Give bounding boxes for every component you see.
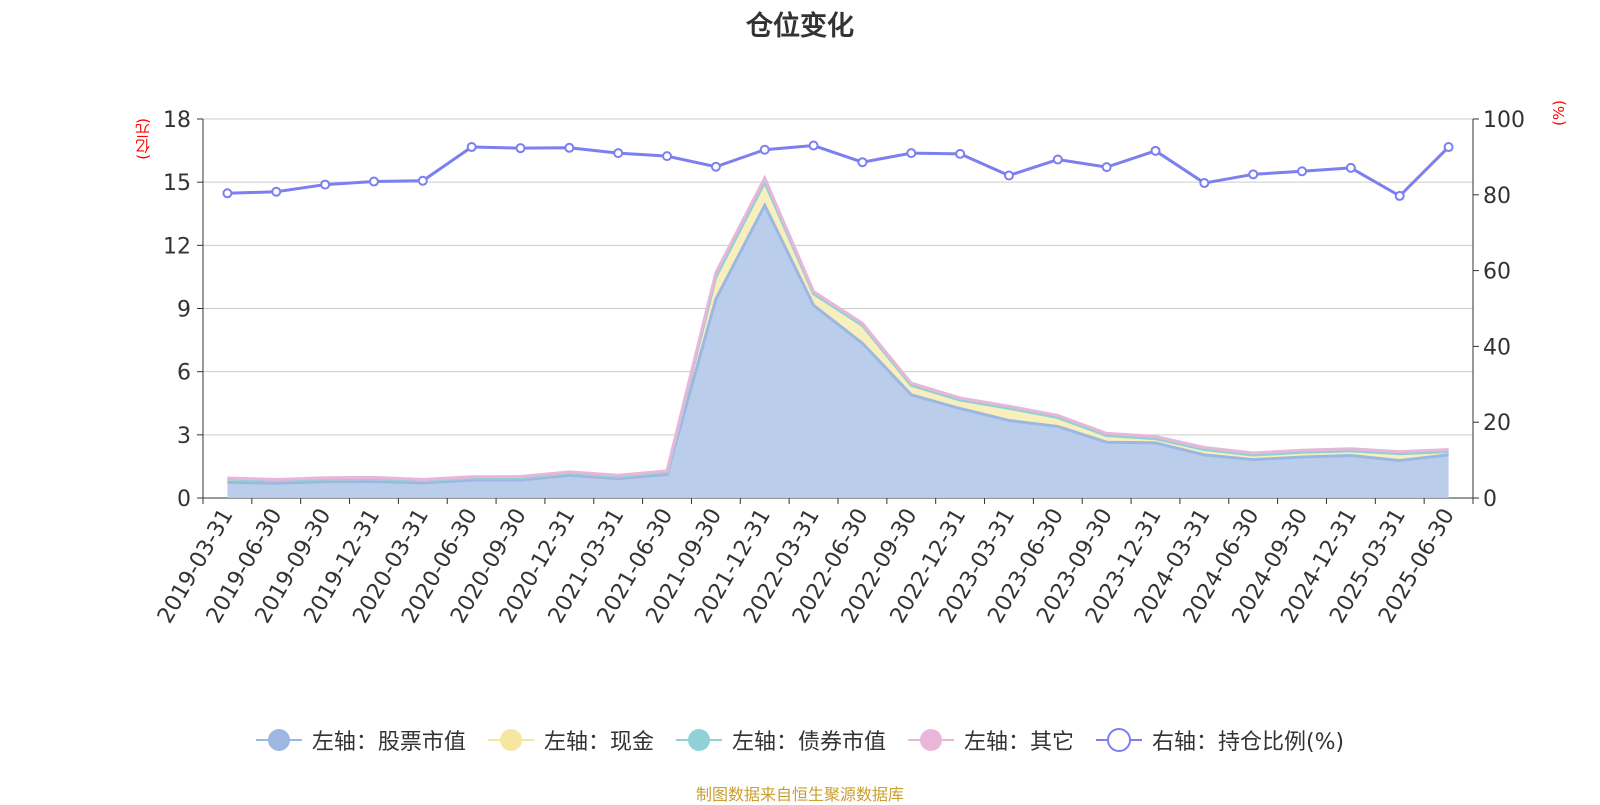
ratio-point bbox=[613, 148, 624, 159]
right-tick-label: 20 bbox=[1483, 411, 1511, 436]
legend-label: 左轴：其它 bbox=[963, 730, 1074, 755]
area-左轴：现金 bbox=[227, 182, 1449, 484]
ratio-point bbox=[857, 157, 868, 168]
legend-label: 右轴：持仓比例(%) bbox=[1151, 730, 1345, 755]
left-tick-label: 0 bbox=[177, 487, 191, 512]
right-tick-label: 60 bbox=[1483, 260, 1511, 285]
legend-item[interactable]: 左轴：股票市值 bbox=[255, 724, 466, 756]
ratio-point bbox=[271, 186, 282, 197]
source-note: 制图数据来自恒生聚源数据库 bbox=[695, 785, 904, 804]
ratio-point bbox=[417, 175, 428, 186]
left-tick-label: 3 bbox=[177, 424, 191, 449]
legend-label: 左轴：现金 bbox=[543, 730, 654, 755]
right-tick-label: 40 bbox=[1483, 335, 1511, 360]
ratio-point bbox=[368, 176, 379, 187]
chart-title: 仓位变化 bbox=[746, 11, 854, 42]
ratio-point bbox=[1150, 145, 1161, 156]
ratio-point bbox=[1443, 142, 1454, 153]
ratio-point bbox=[320, 179, 331, 190]
ratio-point bbox=[466, 142, 477, 153]
legend-swatch-icon bbox=[907, 729, 954, 751]
legend-label: 左轴：股票市值 bbox=[311, 730, 466, 755]
ratio-point bbox=[662, 151, 673, 162]
ratio-point bbox=[222, 188, 233, 199]
ratio-point bbox=[1345, 162, 1356, 173]
legend-swatch-icon bbox=[675, 729, 722, 751]
ratio-point bbox=[955, 148, 966, 159]
ratio-point bbox=[1052, 154, 1063, 165]
legend-swatch-icon bbox=[255, 729, 302, 751]
legend: 左轴：股票市值 左轴：现金 左轴：债券市值 左轴：其它 右轴：持仓比例(%) bbox=[0, 724, 1600, 756]
ratio-point bbox=[710, 161, 721, 172]
ratio-point bbox=[1394, 190, 1405, 201]
legend-item[interactable]: 左轴：其它 bbox=[907, 724, 1074, 756]
ratio-point bbox=[1101, 162, 1112, 173]
ratio-point bbox=[759, 144, 770, 155]
ratio-point bbox=[1199, 178, 1210, 189]
area-line-左轴：股票市值 bbox=[227, 201, 1449, 485]
left-tick-label: 9 bbox=[177, 298, 191, 323]
legend-label: 左轴：债券市值 bbox=[731, 730, 886, 755]
right-tick-label: 0 bbox=[1483, 487, 1497, 512]
legend-swatch-icon bbox=[487, 729, 534, 751]
area-左轴：股票市值 bbox=[227, 205, 1449, 499]
left-tick-label: 18 bbox=[163, 108, 191, 133]
legend-swatch-icon bbox=[1095, 728, 1142, 752]
ratio-point bbox=[1248, 169, 1259, 180]
left-tick-label: 12 bbox=[163, 234, 191, 259]
ratio-point bbox=[808, 140, 819, 151]
legend-item[interactable]: 左轴：债券市值 bbox=[675, 724, 886, 756]
legend-item[interactable]: 左轴：现金 bbox=[487, 724, 654, 756]
right-tick-label: 100 bbox=[1483, 108, 1525, 133]
ratio-point bbox=[515, 143, 526, 154]
ratio-point bbox=[564, 142, 575, 153]
right-tick-label: 80 bbox=[1483, 184, 1511, 209]
ratio-point bbox=[1003, 170, 1014, 181]
legend-item[interactable]: 右轴：持仓比例(%) bbox=[1095, 724, 1345, 756]
left-tick-label: 6 bbox=[177, 361, 191, 386]
ratio-point bbox=[906, 148, 917, 159]
ratio-line bbox=[227, 144, 1450, 198]
ratio-point bbox=[1297, 166, 1308, 177]
area-line-左轴：其它 bbox=[227, 174, 1449, 481]
left-tick-label: 15 bbox=[163, 171, 191, 196]
